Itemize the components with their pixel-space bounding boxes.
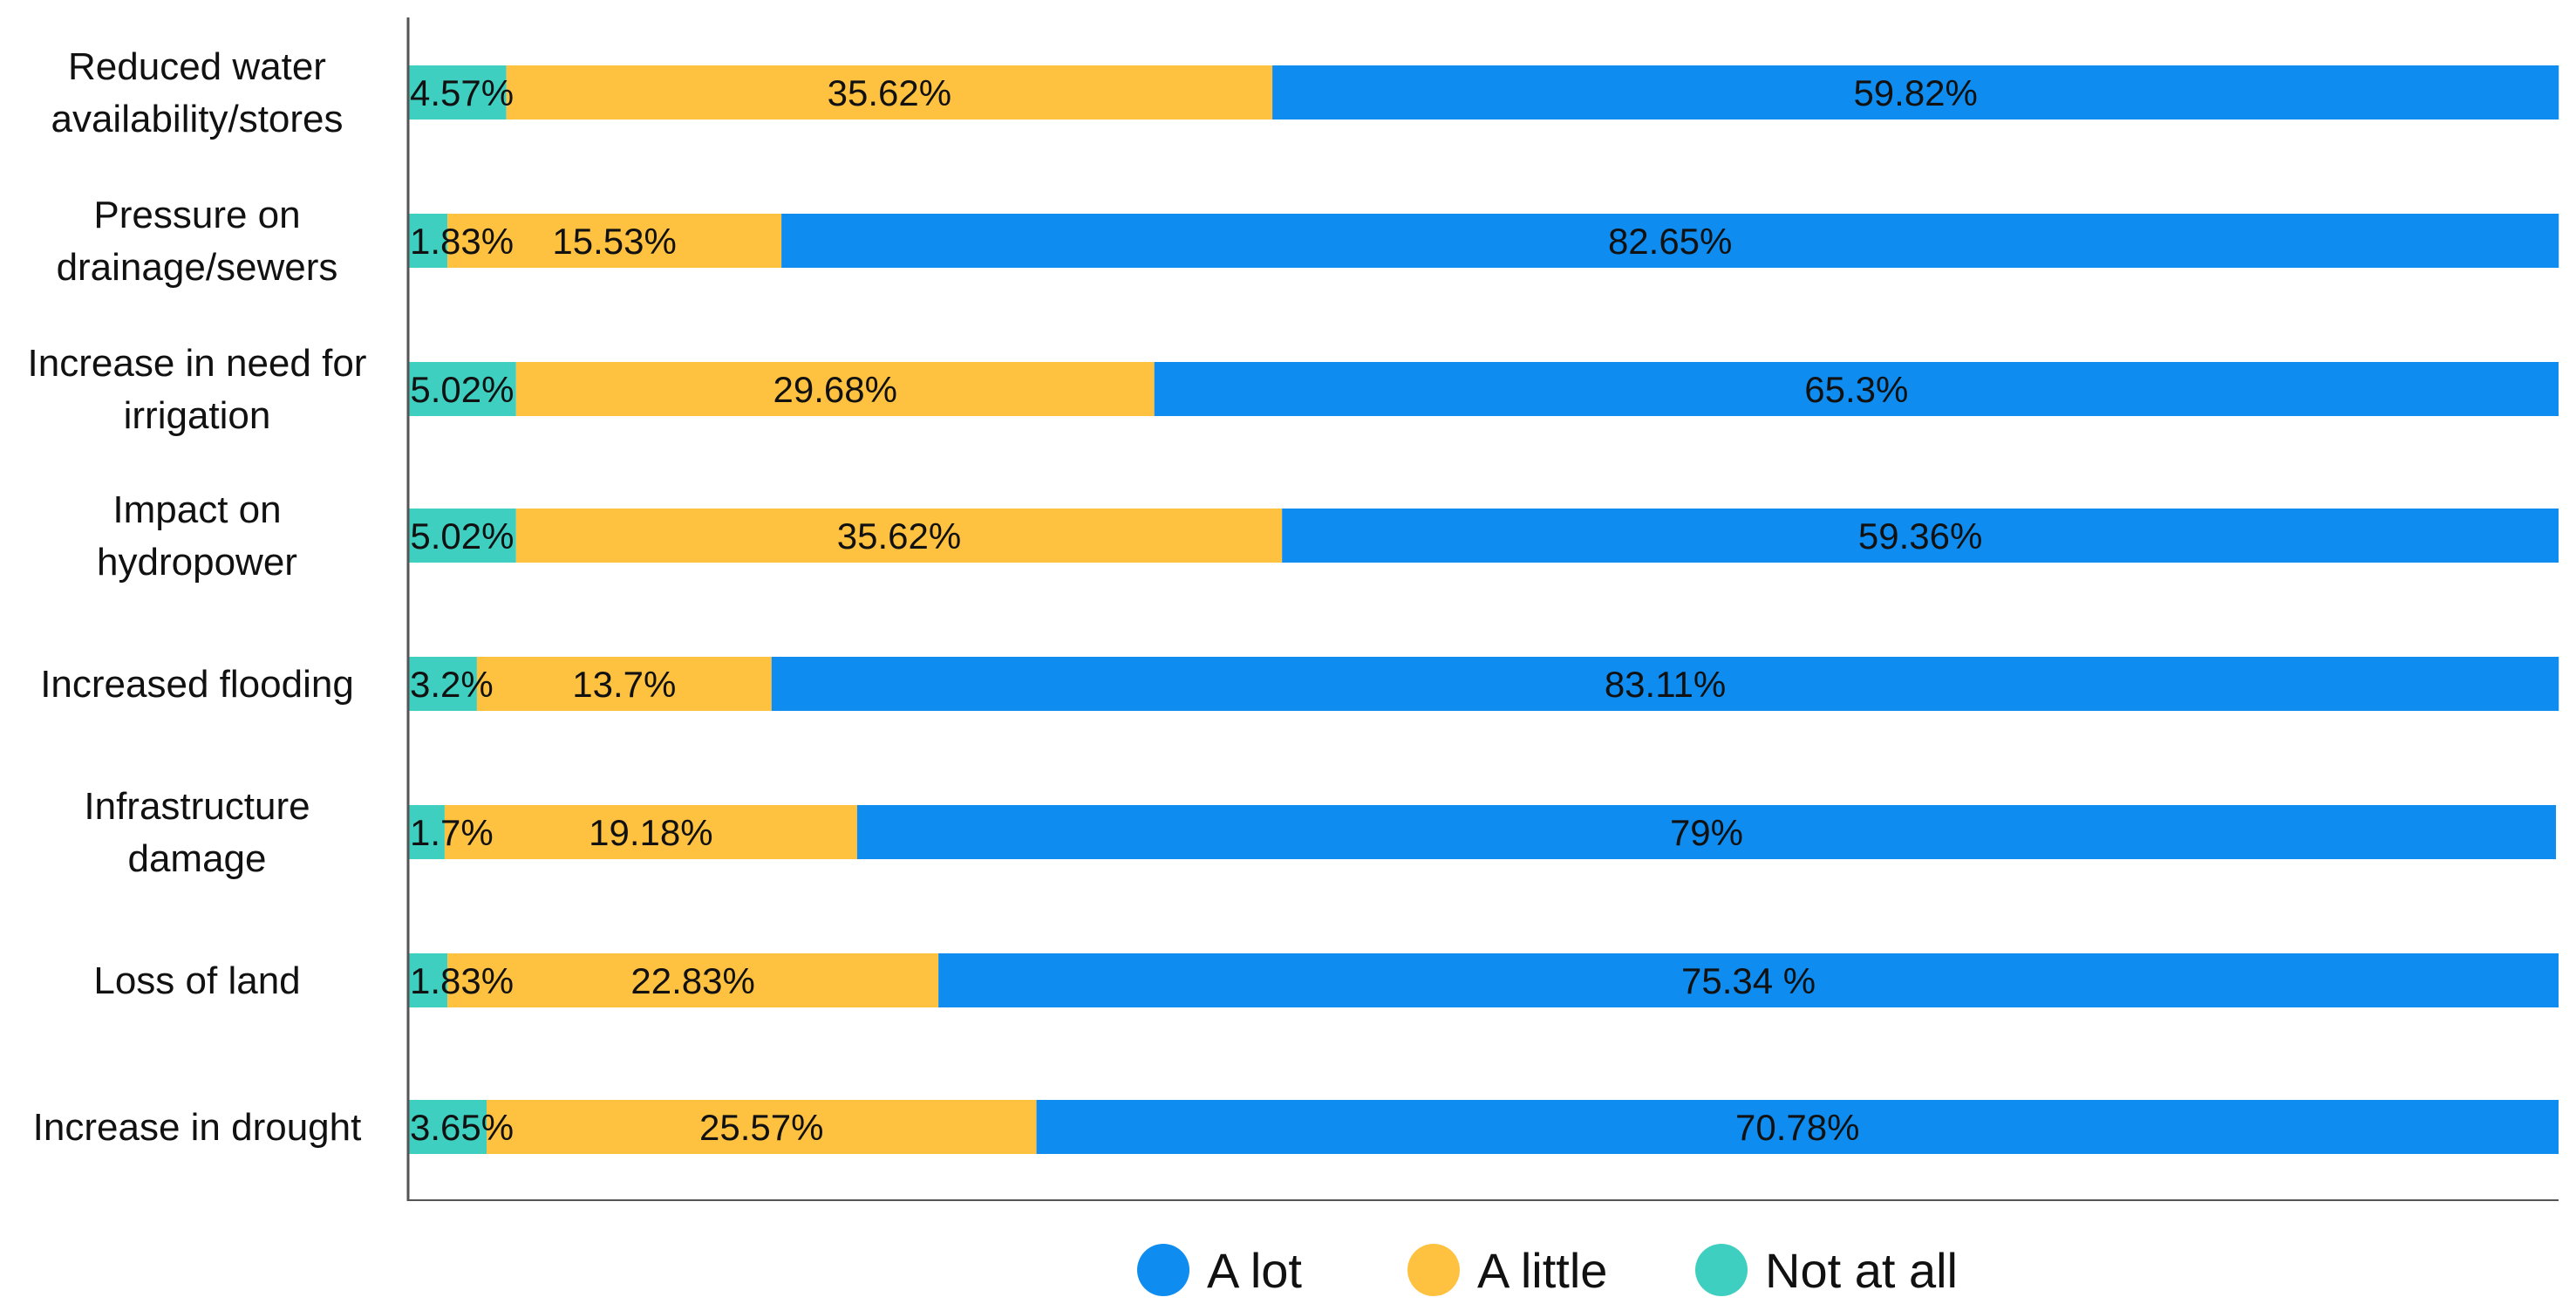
bar-row-infrastructure-damage: 1.7% 19.18% 79%: [408, 805, 2557, 859]
data-label-a-little-increased-flooding: 13.7%: [572, 664, 676, 705]
category-label-line: availability/stores: [51, 98, 343, 140]
category-label-increase-in-need-for-irrigation: Increase in need for irrigation: [28, 342, 367, 437]
bar-not-at-all-reduced-water-availability-stores: [408, 65, 507, 119]
data-label-not-at-all-reduced-water-availability-stores: 4.57%: [410, 72, 514, 113]
bar-row-increased-flooding: 3.2% 13.7% 83.11%: [408, 657, 2559, 711]
data-label-a-lot-increase-in-need-for-irrigation: 65.3%: [1804, 369, 1908, 410]
bar-a-little-pressure-on-drainage-sewers: [447, 214, 782, 268]
bar-a-lot-pressure-on-drainage-sewers: [781, 214, 2559, 268]
category-label-line: Pressure on: [93, 194, 300, 236]
data-label-a-little-increase-in-drought: 25.57%: [699, 1107, 823, 1148]
bar-row-reduced-water-availability-stores: 4.57% 35.62% 59.82%: [408, 65, 2559, 119]
category-label-pressure-on-drainage-sewers: Pressure on drainage/sewers: [57, 194, 338, 289]
data-label-a-little-impact-on-hydropower: 35.62%: [837, 515, 961, 556]
legend-swatch-a-little: [1407, 1244, 1460, 1296]
bar-row-increase-in-drought: 3.65% 25.57% 70.78%: [408, 1100, 2559, 1154]
data-label-a-little-increase-in-need-for-irrigation: 29.68%: [773, 369, 897, 410]
legend-label-not-at-all: Not at all: [1765, 1243, 1958, 1298]
category-label-reduced-water-availability-stores: Reduced water availability/stores: [51, 45, 343, 140]
data-label-not-at-all-increase-in-need-for-irrigation: 5.02%: [410, 369, 514, 410]
data-label-a-lot-impact-on-hydropower: 59.36%: [1858, 515, 1982, 556]
bar-a-little-increase-in-drought: [487, 1100, 1037, 1154]
bar-a-little-increase-in-need-for-irrigation: [515, 362, 1155, 416]
bar-a-little-increased-flooding: [476, 657, 772, 711]
bar-not-at-all-infrastructure-damage: [408, 805, 445, 859]
bar-not-at-all-increase-in-need-for-irrigation: [408, 362, 516, 416]
bar-a-lot-reduced-water-availability-stores: [1272, 65, 2559, 119]
bar-not-at-all-increased-flooding: [408, 657, 477, 711]
bars-layer: 4.57% 35.62% 59.82% 1.83% 15.53% 82.65% 5.02% 2…: [408, 65, 2559, 1154]
category-label-line: Loss of land: [93, 959, 300, 1002]
axes: [406, 17, 2559, 1201]
category-labels: Reduced water availability/stores Pressure…: [28, 45, 367, 1149]
category-label-loss-of-land: Loss of land: [93, 959, 300, 1002]
bar-a-lot-increase-in-drought: [1036, 1100, 2559, 1154]
bar-a-little-loss-of-land: [447, 953, 939, 1007]
bar-a-lot-increased-flooding: [771, 657, 2559, 711]
legend-label-a-lot: A lot: [1207, 1243, 1302, 1298]
data-label-a-lot-reduced-water-availability-stores: 59.82%: [1853, 72, 1977, 113]
bar-row-pressure-on-drainage-sewers: 1.83% 15.53% 82.65%: [408, 214, 2559, 268]
data-label-a-lot-pressure-on-drainage-sewers: 82.65%: [1608, 221, 1732, 262]
legend-item-a-little: A little: [1407, 1243, 1607, 1298]
bar-not-at-all-pressure-on-drainage-sewers: [408, 214, 448, 268]
category-label-increase-in-drought: Increase in drought: [33, 1106, 362, 1149]
data-label-not-at-all-loss-of-land: 1.83%: [410, 960, 514, 1001]
category-label-impact-on-hydropower: Impact on hydropower: [97, 488, 297, 584]
data-label-a-lot-loss-of-land: 75.34 %: [1681, 960, 1816, 1001]
category-label-line: drainage/sewers: [57, 246, 338, 289]
legend-label-a-little: A little: [1477, 1243, 1607, 1298]
legend-swatch-not-at-all: [1695, 1244, 1748, 1296]
category-label-line: Reduced water: [68, 45, 326, 88]
bar-a-lot-increase-in-need-for-irrigation: [1154, 362, 2559, 416]
category-label-line: Increased flooding: [40, 663, 354, 706]
category-label-line: Impact on: [112, 488, 281, 531]
data-label-a-lot-infrastructure-damage: 79%: [1670, 812, 1743, 853]
category-label-line: Increase in need for: [28, 342, 367, 385]
bar-a-lot-infrastructure-damage: [856, 805, 2557, 859]
category-label-line: Infrastructure: [84, 785, 310, 828]
legend-item-not-at-all: Not at all: [1695, 1243, 1958, 1298]
legend-swatch-a-lot: [1137, 1244, 1189, 1296]
data-label-a-lot-increased-flooding: 83.11%: [1605, 664, 1726, 705]
data-label-not-at-all-pressure-on-drainage-sewers: 1.83%: [410, 221, 514, 262]
data-label-not-at-all-increase-in-drought: 3.65%: [410, 1107, 514, 1148]
data-label-a-lot-increase-in-drought: 70.78%: [1735, 1107, 1859, 1148]
bar-not-at-all-increase-in-drought: [408, 1100, 487, 1154]
data-label-not-at-all-infrastructure-damage: 1.7%: [410, 812, 494, 853]
category-label-line: irrigation: [124, 394, 271, 437]
data-label-a-little-reduced-water-availability-stores: 35.62%: [828, 72, 951, 113]
bar-a-little-infrastructure-damage: [444, 805, 857, 859]
bar-row-loss-of-land: 1.83% 22.83% 75.34 %: [408, 953, 2559, 1007]
bar-row-increase-in-need-for-irrigation: 5.02% 29.68% 65.3%: [408, 362, 2559, 416]
data-label-a-little-pressure-on-drainage-sewers: 15.53%: [552, 221, 676, 262]
category-label-infrastructure-damage: Infrastructure damage: [84, 785, 310, 880]
bar-a-lot-impact-on-hydropower: [1282, 509, 2559, 563]
data-label-a-little-infrastructure-damage: 19.18%: [589, 812, 712, 853]
category-label-line: hydropower: [97, 541, 297, 584]
bar-row-impact-on-hydropower: 5.02% 35.62% 59.36%: [408, 509, 2559, 563]
category-label-line: damage: [127, 837, 266, 880]
data-label-not-at-all-impact-on-hydropower: 5.02%: [410, 515, 514, 556]
bar-a-little-impact-on-hydropower: [515, 509, 1283, 563]
legend: A lot A little Not at all: [1137, 1243, 1958, 1298]
category-label-line: Increase in drought: [33, 1106, 362, 1149]
bar-not-at-all-impact-on-hydropower: [408, 509, 516, 563]
bar-a-little-reduced-water-availability-stores: [506, 65, 1273, 119]
data-label-not-at-all-increased-flooding: 3.2%: [410, 664, 494, 705]
legend-item-a-lot: A lot: [1137, 1243, 1302, 1298]
bar-not-at-all-loss-of-land: [408, 953, 448, 1007]
data-label-a-little-loss-of-land: 22.83%: [630, 960, 754, 1001]
bar-a-lot-loss-of-land: [938, 953, 2559, 1007]
category-label-increased-flooding: Increased flooding: [40, 663, 354, 706]
